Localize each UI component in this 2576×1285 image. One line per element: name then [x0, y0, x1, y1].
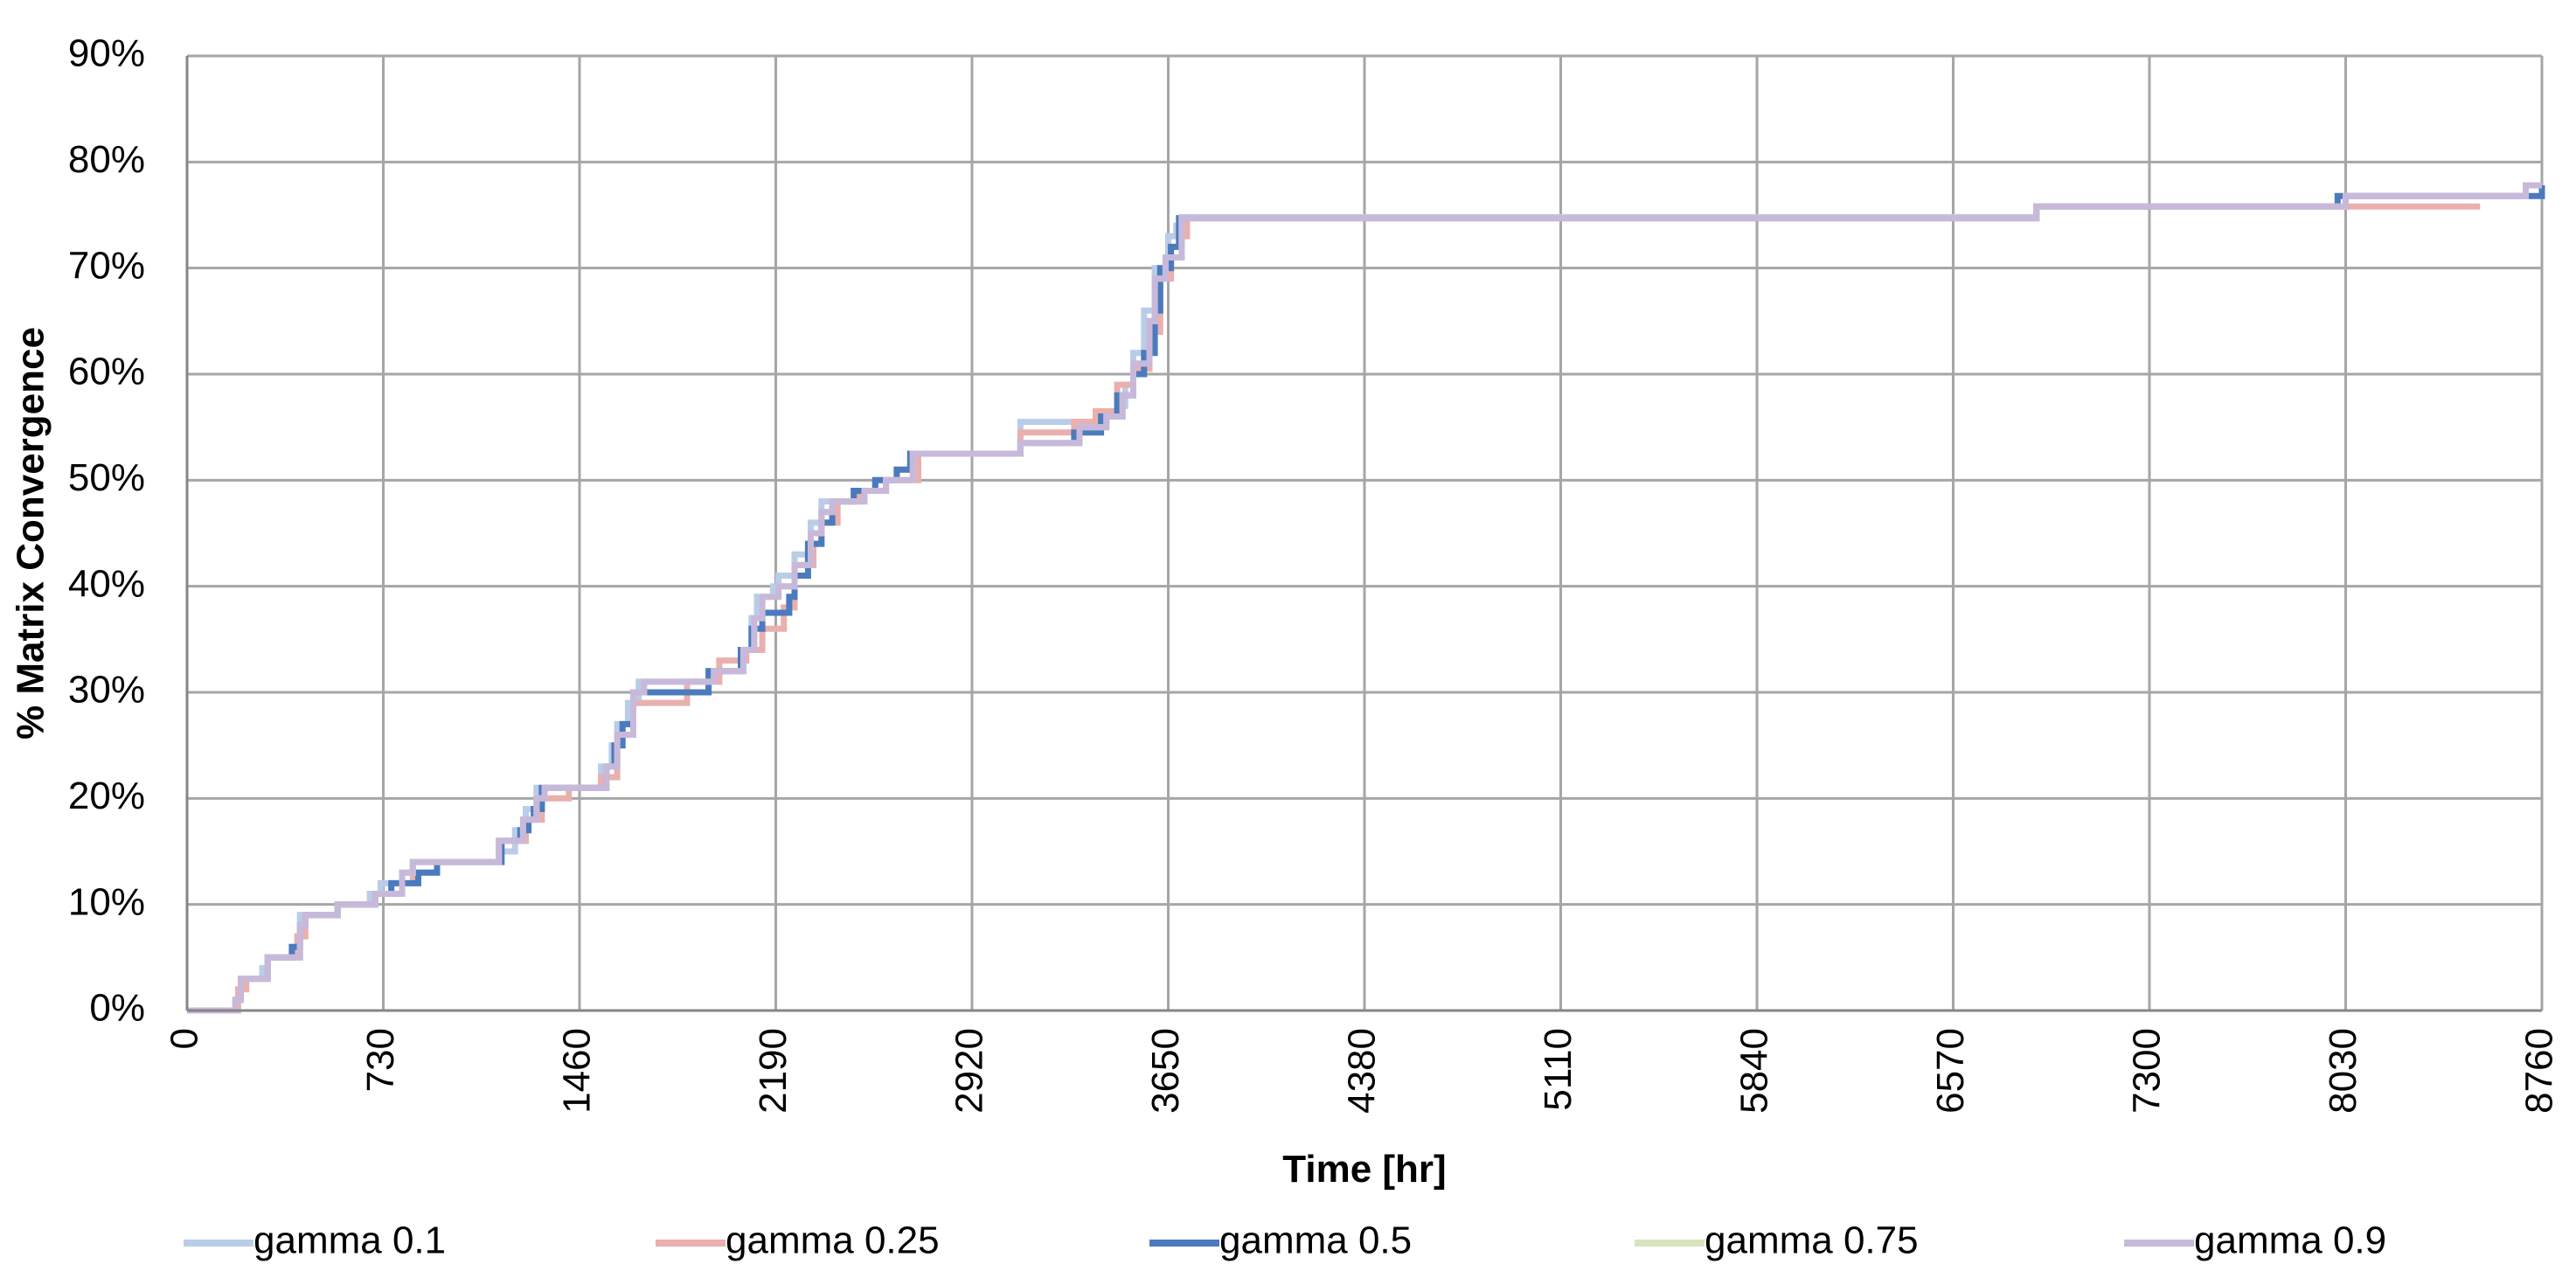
x-tick-label: 5840	[1733, 1028, 1776, 1114]
legend-label: gamma 0.25	[726, 1219, 940, 1262]
legend-label: gamma 0.75	[1705, 1219, 1919, 1262]
legend-label: gamma 0.9	[2194, 1219, 2386, 1262]
y-tick-label: 40%	[68, 562, 145, 605]
x-tick-label: 4380	[1341, 1028, 1384, 1114]
x-tick-label: 1460	[556, 1028, 599, 1114]
y-axis-ticks: 0% 10% 20% 30% 40% 50% 60% 70% 80% 90%	[68, 32, 145, 1030]
y-tick-label: 50%	[68, 456, 145, 499]
series-line-gamma-0-9	[187, 182, 2542, 1014]
x-tick-label: 7300	[2126, 1028, 2169, 1114]
x-tick-label: 3650	[1144, 1028, 1187, 1114]
series-lines	[187, 182, 2545, 1014]
gridlines	[185, 54, 2544, 1012]
x-tick-label: 730	[359, 1028, 402, 1092]
series-line-gamma-0-25	[187, 203, 2481, 1014]
y-tick-label: 30%	[68, 669, 145, 712]
plot-frame	[185, 56, 2542, 1012]
x-tick-label: 5110	[1537, 1028, 1580, 1111]
y-tick-label: 10%	[68, 880, 145, 923]
legend: gamma 0.1 gamma 0.25 gamma 0.5 gamma 0.75 ga…	[184, 1219, 2386, 1262]
y-tick-label: 70%	[68, 244, 145, 287]
legend-label: gamma 0.1	[253, 1219, 446, 1262]
y-tick-label: 60%	[68, 351, 145, 393]
x-tick-label: 8760	[2518, 1028, 2561, 1114]
x-axis-ticks: 0 730 1460 2190 2920 3650 4380 5110 5840 6570 7300…	[163, 1028, 2561, 1114]
y-axis-title: % Matrix Convergence	[10, 327, 52, 740]
y-tick-label: 0%	[89, 987, 145, 1030]
x-tick-label: 2920	[948, 1028, 991, 1114]
y-tick-label: 20%	[68, 774, 145, 817]
y-tick-label: 80%	[68, 138, 145, 181]
legend-label: gamma 0.5	[1219, 1219, 1412, 1262]
x-tick-label: 0	[163, 1028, 206, 1049]
x-axis-title: Time [hr]	[1282, 1148, 1446, 1191]
x-tick-label: 6570	[1929, 1028, 1972, 1114]
y-tick-label: 90%	[68, 32, 145, 75]
x-tick-label: 2190	[752, 1028, 795, 1114]
x-tick-label: 8030	[2322, 1028, 2364, 1114]
